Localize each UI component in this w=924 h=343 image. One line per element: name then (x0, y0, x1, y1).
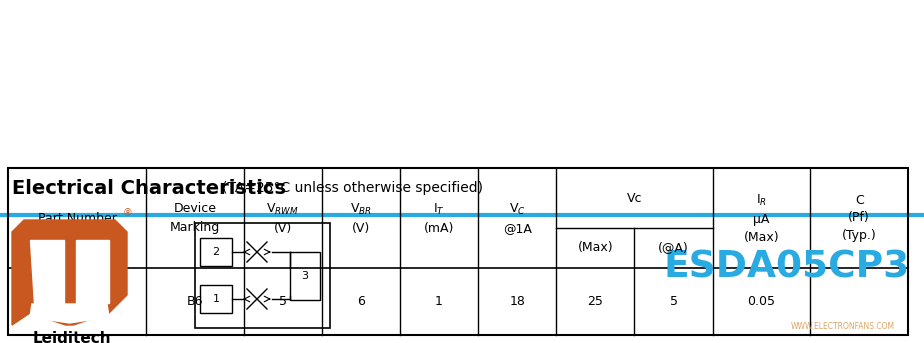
Polygon shape (12, 220, 127, 325)
Text: I$_R$
μA
(Max): I$_R$ μA (Max) (744, 192, 779, 244)
Text: Electrical Characteristics: Electrical Characteristics (12, 178, 286, 198)
Text: (@A): (@A) (658, 241, 689, 255)
Bar (8, 168, 908, 335)
Text: 6: 6 (357, 295, 365, 308)
Text: 25: 25 (588, 295, 603, 308)
Text: 5: 5 (279, 295, 286, 308)
Text: C
(Pf)
(Typ.): C (Pf) (Typ.) (842, 193, 877, 243)
Bar (200, 285, 232, 313)
Text: 18: 18 (509, 295, 525, 308)
Text: B6: B6 (187, 295, 203, 308)
Text: Part Number: Part Number (38, 212, 116, 225)
Bar (195, 223, 330, 328)
Text: V$_{RWM}$
(V): V$_{RWM}$ (V) (266, 201, 299, 235)
Text: (TA=25°C unless otherwise specified): (TA=25°C unless otherwise specified) (222, 181, 483, 195)
Bar (290, 252, 320, 300)
Text: Leiditech: Leiditech (32, 331, 111, 343)
Polygon shape (30, 240, 64, 303)
Text: Device
Marking: Device Marking (170, 202, 220, 234)
Text: 3: 3 (301, 271, 309, 281)
Text: I$_T$
(mA): I$_T$ (mA) (424, 201, 455, 235)
Text: Vc: Vc (626, 191, 642, 204)
Text: 5: 5 (670, 295, 677, 308)
Text: 0.05: 0.05 (748, 295, 775, 308)
Polygon shape (30, 304, 109, 323)
Bar (200, 238, 232, 266)
Text: V$_C$
@1A: V$_C$ @1A (503, 201, 531, 235)
Text: V$_{BR}$
(V): V$_{BR}$ (V) (350, 201, 371, 235)
Text: 1: 1 (435, 295, 443, 308)
Text: ESDA05CP3: ESDA05CP3 (663, 250, 910, 286)
Text: ESDA05CP3: ESDA05CP3 (40, 295, 114, 308)
Text: WWW.ELECTRONFANS.COM: WWW.ELECTRONFANS.COM (791, 322, 895, 331)
Text: (Max): (Max) (578, 241, 614, 255)
Text: 2: 2 (213, 247, 220, 257)
Text: ®: ® (123, 208, 133, 218)
Text: 1: 1 (213, 294, 220, 304)
Polygon shape (76, 240, 109, 303)
